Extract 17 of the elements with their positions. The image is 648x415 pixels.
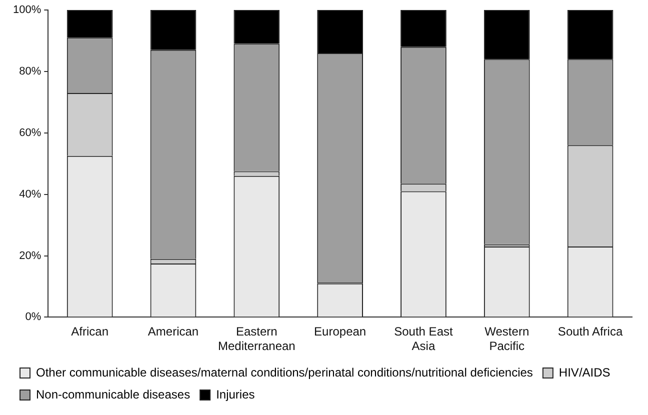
x-tick-label: South Africa xyxy=(558,324,623,339)
x-tick-label: South East Asia xyxy=(394,324,454,354)
y-tick-label: 0% xyxy=(25,311,42,324)
legend-label: HIV/AIDS xyxy=(558,365,610,380)
y-tick-label: 60% xyxy=(19,126,42,139)
legend-label: Injuries xyxy=(216,387,255,402)
y-tick-label: 40% xyxy=(19,188,42,200)
x-tick-label: African xyxy=(71,324,109,339)
y-tick-label: 20% xyxy=(19,250,42,262)
x-tick-label: Eastern Mediterranean xyxy=(218,324,296,354)
y-tick-label: 100% xyxy=(12,4,42,16)
x-tick-label: European xyxy=(314,324,366,339)
x-tick-label: Western Pacific xyxy=(484,324,530,354)
legend-label: Non-communicable diseases xyxy=(36,387,190,402)
legend-label: Other communicable diseases/maternal conditions/perinatal conditions/nutritional deficiencies xyxy=(36,365,533,380)
y-tick-label: 80% xyxy=(19,65,42,78)
x-tick-label: American xyxy=(148,324,199,339)
